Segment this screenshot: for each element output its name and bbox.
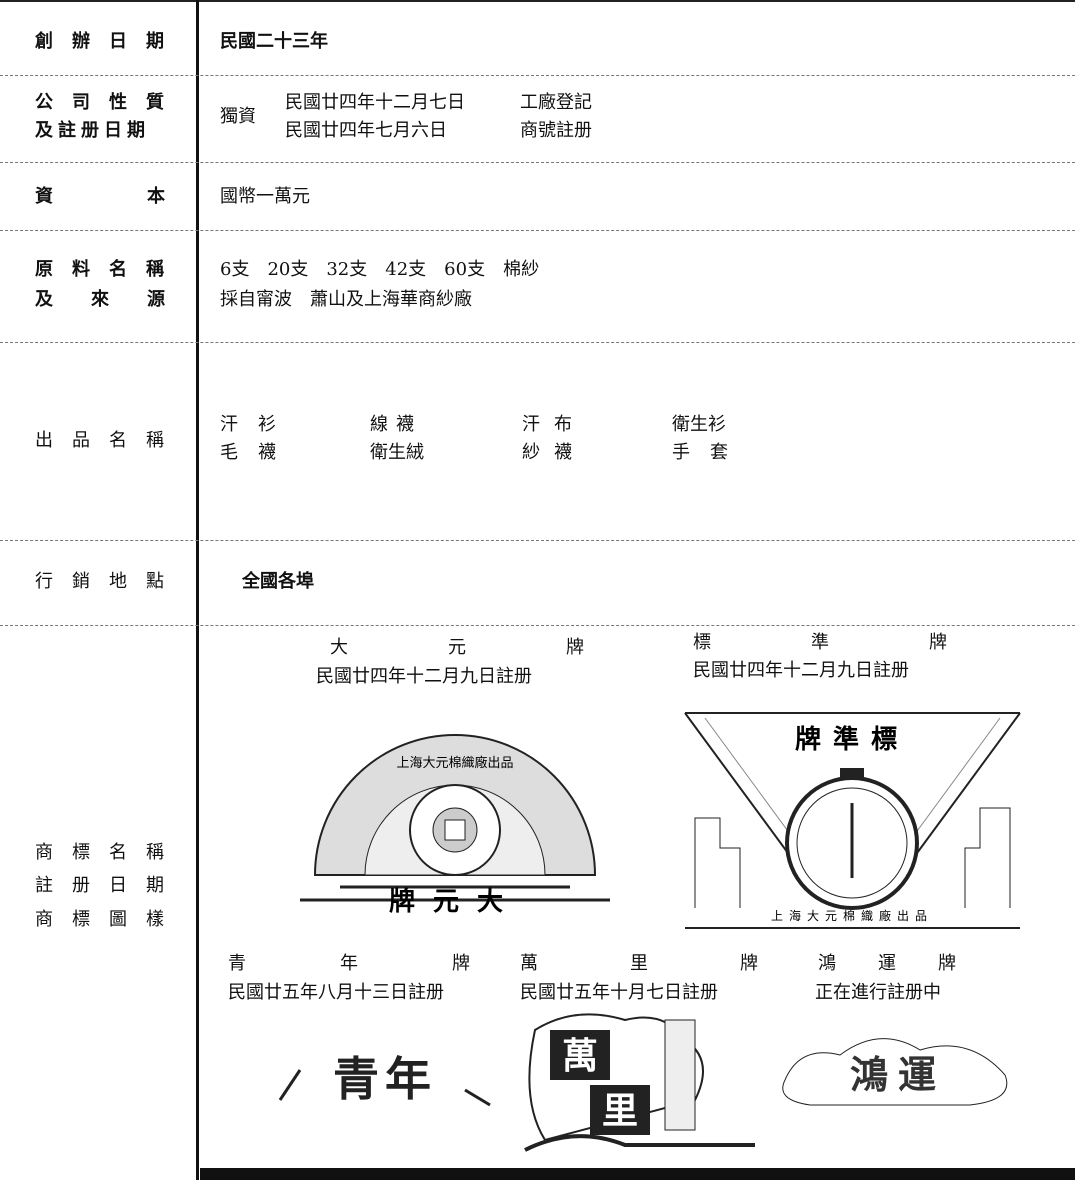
logo-biaozhun: 牌準標 上海大元棉織廠出品 xyxy=(684,712,1021,929)
row-separator xyxy=(0,625,1075,626)
row-label: 及註册日期 xyxy=(35,120,150,141)
company-type: 獨資 xyxy=(220,106,256,127)
trademark-date: 民國廿四年十二月九日註册 xyxy=(693,660,909,681)
trademark-date: 民國廿五年八月十三日註册 xyxy=(228,982,444,1003)
logo-text: 牌元大 xyxy=(389,886,521,917)
logo-text: 鴻運 xyxy=(850,1052,946,1097)
sales-area: 全國各埠 xyxy=(242,571,314,592)
logo-qingnian: 青年 xyxy=(278,1052,491,1107)
trademark-name: 青年牌 xyxy=(228,953,564,974)
founding-date: 民國二十三年 xyxy=(220,31,328,52)
row-separator xyxy=(0,230,1075,231)
bottom-bar xyxy=(200,1168,1075,1180)
product: 毛襪 xyxy=(220,442,296,463)
logo-text: 牌準標 xyxy=(795,724,909,755)
logo-text: 上海大元棉織廠出品 xyxy=(771,908,933,923)
row-separator xyxy=(0,75,1075,76)
product: 汗衫 xyxy=(220,414,296,435)
top-border xyxy=(0,0,1075,2)
row-label: 創辦日期 xyxy=(35,31,183,52)
row-label: 行銷地點 xyxy=(35,571,183,592)
row-label: 公司性質 xyxy=(35,92,183,113)
logo-hongyun: 鴻運 xyxy=(782,1038,1008,1106)
logo-dayuan: 上海大元棉織廠出品 牌元大 xyxy=(300,734,610,917)
row-label: 商標名稱 xyxy=(35,842,183,863)
logo-wanli: 萬 里 xyxy=(524,1013,755,1152)
trademark-name: 大元牌 xyxy=(330,637,684,658)
row-label: 資本 xyxy=(35,186,259,207)
registration-note: 工廠登記 xyxy=(520,92,592,113)
product: 衛生衫 xyxy=(672,414,726,435)
product: 紗襪 xyxy=(522,442,586,463)
row-label: 及來源 xyxy=(35,289,203,310)
capital: 國幣一萬元 xyxy=(220,186,310,207)
logo-text: 萬 xyxy=(562,1035,598,1077)
trademark-name: 萬里牌 xyxy=(520,953,850,974)
raw-material: 6支 20支 32支 42支 60支 棉紗 xyxy=(220,259,540,280)
trademark-date: 民國廿四年十二月九日註册 xyxy=(316,666,532,687)
row-separator xyxy=(0,162,1075,163)
registration-date: 民國廿四年七月六日 xyxy=(285,120,447,141)
row-label: 出品名稱 xyxy=(35,430,183,451)
product: 手套 xyxy=(672,442,748,463)
trademark-date: 正在進行註册中 xyxy=(815,982,941,1003)
row-separator xyxy=(0,540,1075,541)
registration-note: 商號註册 xyxy=(520,120,592,141)
trademark-name: 標準牌 xyxy=(693,632,1047,653)
logo-text: 青年 xyxy=(333,1052,437,1106)
trademark-date: 民國廿五年十月七日註册 xyxy=(520,982,718,1003)
registration-date: 民國廿四年十二月七日 xyxy=(285,92,465,113)
logo-text: 里 xyxy=(602,1090,638,1132)
product: 汗布 xyxy=(522,414,586,435)
product: 衛生絨 xyxy=(370,442,424,463)
product: 線襪 xyxy=(370,414,422,435)
row-label: 註册日期 xyxy=(35,875,183,896)
row-separator xyxy=(0,342,1075,343)
trademark-name: 鴻運牌 xyxy=(818,953,998,974)
raw-material-source: 採自甯波 蕭山及上海華商紗廠 xyxy=(220,289,472,310)
row-label: 商標圖樣 xyxy=(35,909,183,930)
logo-text: 上海大元棉織廠出品 xyxy=(396,755,513,771)
row-label: 原料名稱 xyxy=(35,259,183,280)
column-divider xyxy=(196,0,199,1180)
